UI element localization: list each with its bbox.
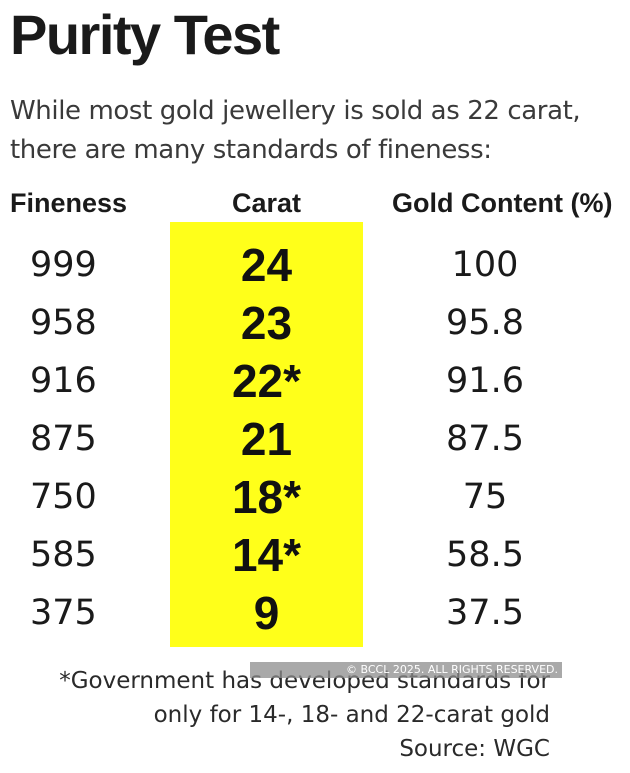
carat-column-highlight <box>170 222 363 647</box>
gold-content-cell: 100 <box>451 245 519 285</box>
gold-content-cell: 75 <box>462 477 508 517</box>
table-row: 750 18* 75 <box>0 468 630 526</box>
subtitle-line-1: While most gold jewellery is sold as 22 … <box>10 96 581 126</box>
table-row: 585 14* 58.5 <box>0 526 630 584</box>
carat-cell: 22* <box>231 355 302 407</box>
header-gold-content: Gold Content (%) <box>392 188 613 218</box>
table-row: 916 22* 91.6 <box>0 352 630 410</box>
copyright-watermark: © BCCL 2025. ALL RIGHTS RESERVED. <box>250 662 562 678</box>
table-row: 375 9 37.5 <box>0 584 630 642</box>
gold-content-cell: 95.8 <box>446 303 524 343</box>
header-carat: Carat <box>232 188 302 218</box>
subtitle-line-2: there are many standards of fineness: <box>10 135 492 165</box>
carat-cell: 24 <box>240 239 293 291</box>
fineness-cell: 875 <box>30 419 97 459</box>
carat-cell: 14* <box>231 529 302 581</box>
fineness-cell: 750 <box>30 477 97 517</box>
gold-content-cell: 58.5 <box>446 535 524 575</box>
gold-content-cell: 87.5 <box>446 419 524 459</box>
table-row: 875 21 87.5 <box>0 410 630 468</box>
header-fineness: Fineness <box>10 188 128 218</box>
table-row: 958 23 95.8 <box>0 294 630 352</box>
fineness-cell: 999 <box>30 245 97 285</box>
footnote: *Government has developed standards for … <box>59 664 550 766</box>
table-row: 999 24 100 <box>0 236 630 294</box>
fineness-cell: 375 <box>30 593 97 633</box>
fineness-cell: 958 <box>30 303 97 343</box>
carat-cell: 21 <box>240 413 293 465</box>
carat-cell: 23 <box>240 297 293 349</box>
page-title: Purity Test <box>10 3 280 66</box>
carat-cell: 9 <box>253 587 280 639</box>
fineness-cell: 916 <box>30 361 97 401</box>
source-credit: Source: WGC <box>399 736 550 762</box>
carat-cell: 18* <box>231 471 302 523</box>
gold-content-cell: 91.6 <box>446 361 524 401</box>
gold-content-cell: 37.5 <box>446 593 524 633</box>
fineness-cell: 585 <box>30 535 97 575</box>
subtitle: While most gold jewellery is sold as 22 … <box>10 92 625 170</box>
footnote-line-2: only for 14-, 18- and 22-carat gold <box>153 702 550 728</box>
